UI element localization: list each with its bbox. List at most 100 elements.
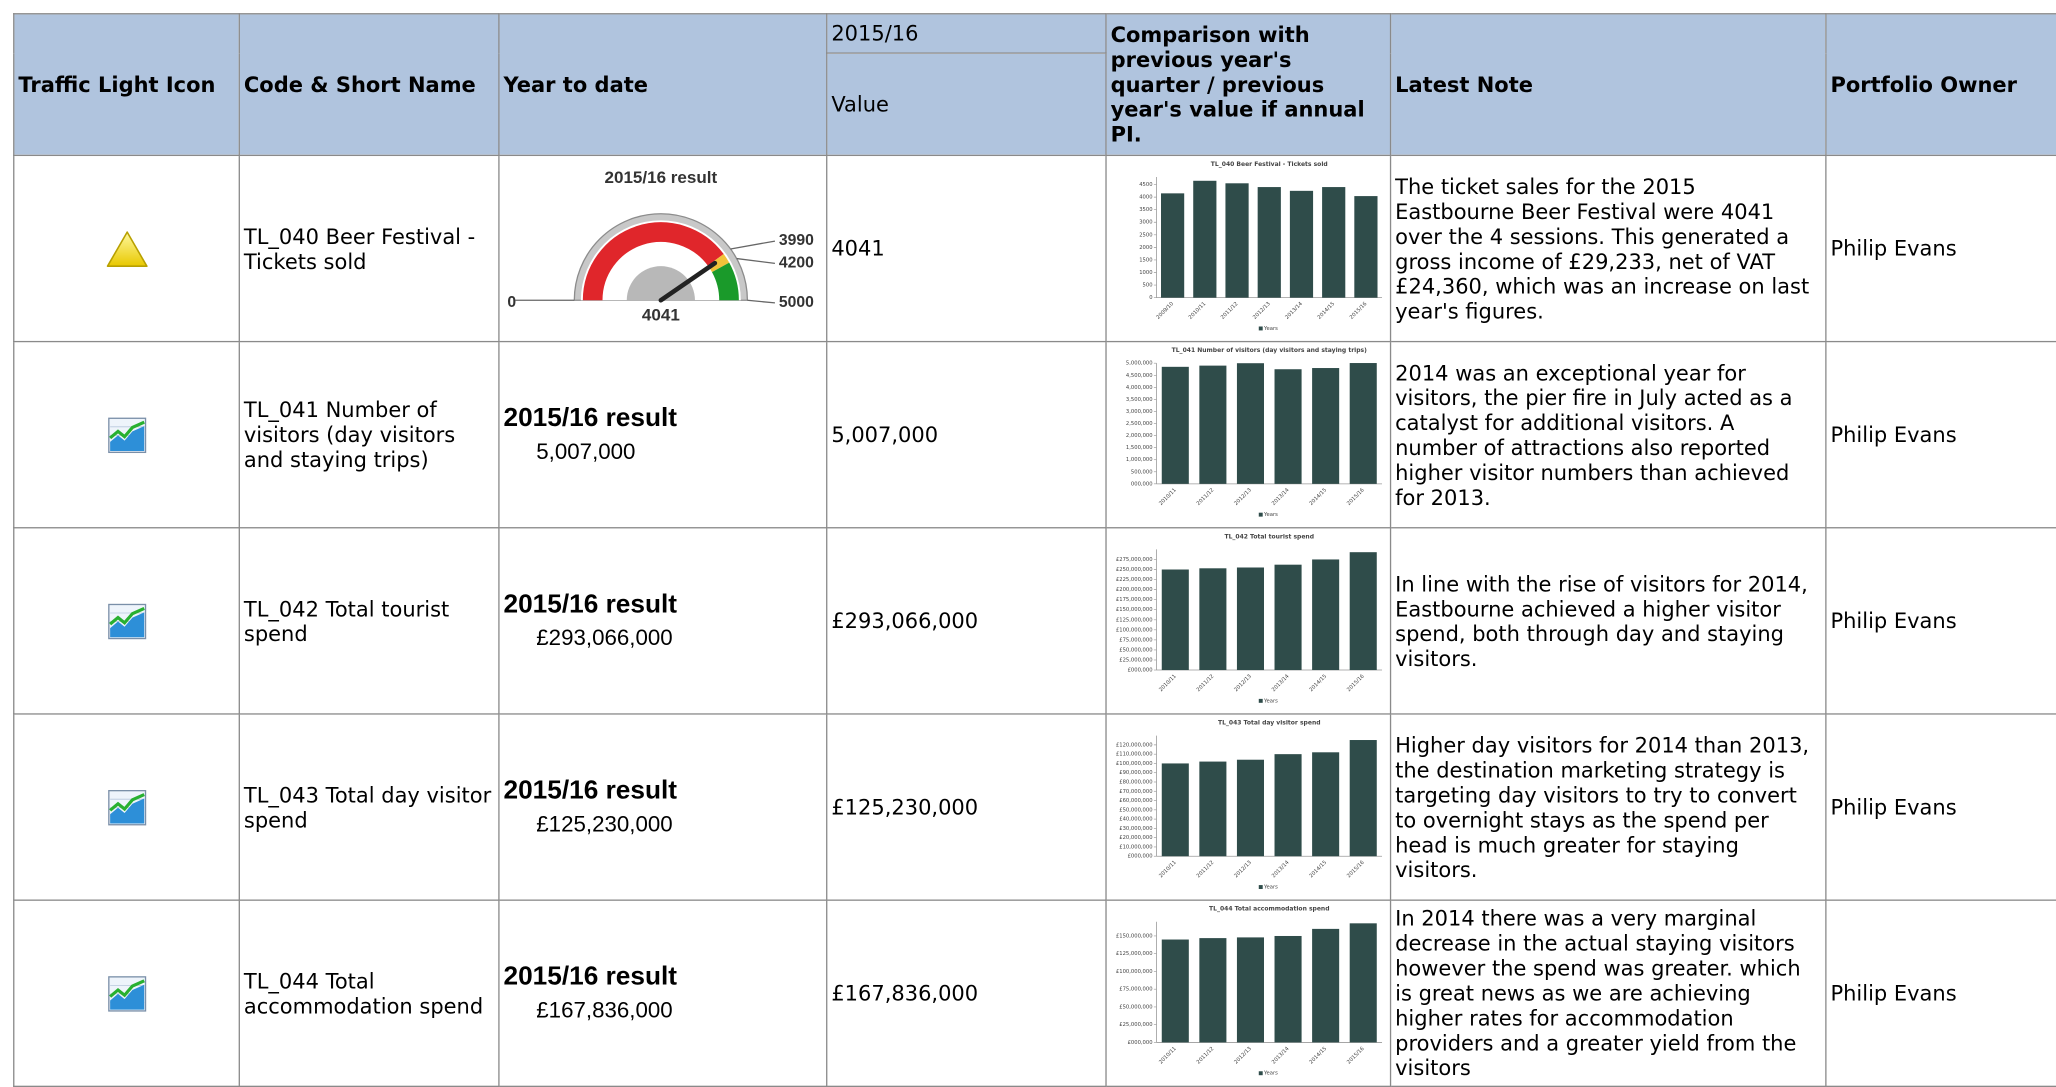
mini-chart: TL_043 Total day visitor spend £000,000 £1…	[1116, 719, 1383, 891]
ytd-cell: 2015/16 result £167,836,000	[498, 899, 828, 1087]
y-tick-label: £100,000,000	[1116, 761, 1153, 767]
y-tick-label: 2,000,000	[1126, 433, 1153, 439]
header: Comparison with previous year's quarter …	[1105, 13, 1392, 157]
x-tick-label: 2015/16	[1346, 860, 1366, 880]
row: TL_040 Beer Festival - Tickets sold 2015…	[13, 154, 2056, 343]
y-tick-label: £120,000,000	[1116, 742, 1153, 748]
icon-line	[108, 420, 145, 439]
owner: Philip Evans	[1825, 340, 2056, 529]
x-tick-label: 2014/15	[1317, 301, 1337, 321]
mini-chart: TL_042 Total tourist spend £000,000 £25,00…	[1116, 533, 1383, 704]
chart-cell: TL_040 Beer Festival - Tickets sold 0 500 1…	[1105, 154, 1392, 343]
gauge-band	[582, 222, 724, 301]
y-tick-label: £000,000	[1128, 854, 1153, 860]
y-tick-label: £90,000,000	[1119, 770, 1152, 776]
gauge-hub	[626, 266, 695, 301]
x-tick-label: 2015/16	[1346, 1046, 1366, 1066]
y-tick-label: 3000	[1139, 220, 1152, 226]
gauge-title: 2015/16 result	[605, 168, 718, 187]
note: 2014 was an exceptional year for visitor…	[1389, 340, 1827, 529]
y-tick-label: 4000	[1139, 195, 1152, 201]
y-tick-label: £175,000,000	[1116, 597, 1153, 603]
gauge-tick-label: 4200	[779, 255, 814, 272]
chart-title: TL_043 Total day visitor spend	[1218, 719, 1321, 726]
ytd-value: £293,066,000	[536, 625, 673, 651]
y-tick-label: £20,000,000	[1119, 835, 1152, 841]
y-tick-label: £100,000,000	[1116, 627, 1153, 633]
trend-icon	[107, 789, 146, 825]
owner: Philip Evans	[1825, 154, 2056, 343]
bar	[1236, 567, 1264, 671]
y-tick-label: 4500	[1139, 182, 1152, 188]
legend-label: Years	[1263, 698, 1278, 704]
header-row: Value	[14, 52, 2056, 157]
note: In line with the rise of visitors for 20…	[1389, 527, 1827, 715]
gauge-tick	[736, 257, 776, 265]
bar	[1199, 761, 1227, 857]
x-tick-label: 2009/10	[1155, 301, 1175, 321]
bar	[1349, 740, 1377, 857]
bar	[1257, 187, 1281, 298]
y-tick-label: 000,000	[1131, 481, 1153, 487]
y-tick-label: £25,000,000	[1119, 657, 1152, 663]
y-tick-label: £80,000,000	[1119, 779, 1152, 785]
x-tick-label: 2010/11	[1158, 674, 1178, 694]
bar	[1274, 754, 1302, 857]
icon-cell	[13, 340, 240, 529]
x-tick-label: 2013/14	[1271, 1045, 1291, 1065]
ytd-title: 2015/16 result	[503, 403, 678, 433]
icon-area	[109, 611, 144, 637]
gauge-tick-label: 0	[507, 294, 516, 311]
bar	[1161, 569, 1189, 671]
y-tick-label: £150,000,000	[1116, 933, 1153, 939]
gauge-tick	[730, 240, 776, 250]
ytd-title: 2015/16 result	[503, 590, 678, 619]
mini-chart: TL_040 Beer Festival - Tickets sold 0 500 1…	[1139, 161, 1383, 332]
x-tick-label: 2015/16	[1349, 301, 1369, 321]
y-tick-label: £30,000,000	[1119, 826, 1152, 832]
icon-cell	[13, 154, 240, 343]
chart-cell: TL_044 Total accommodation spend £000,000…	[1105, 899, 1392, 1087]
x-tick-label: 2011/12	[1196, 487, 1216, 507]
header: Portfolio Owner	[1825, 13, 2056, 157]
y-tick-label: £100,000,000	[1116, 969, 1153, 975]
legend-label: Years	[1263, 512, 1278, 518]
bar	[1349, 552, 1377, 671]
bar	[1161, 763, 1189, 857]
y-tick-label: £275,000,000	[1116, 557, 1153, 563]
y-tick-label: £000,000	[1128, 1040, 1153, 1046]
x-tick-label: 2014/15	[1308, 860, 1328, 880]
x-tick-label: 2012/13	[1233, 674, 1253, 694]
chart-title: TL_041 Number of visitors (day visitors …	[1172, 347, 1367, 354]
icon-line	[108, 792, 145, 811]
row: TL_042 Total tourist spend 2015/16 resul…	[13, 527, 2056, 715]
ytd-cell: 2015/16 result £125,230,000	[498, 713, 828, 901]
value: £167,836,000	[826, 899, 1107, 1087]
header: 2015/16	[826, 13, 1107, 54]
gauge-band	[711, 262, 739, 301]
y-tick-label: £40,000,000	[1119, 817, 1152, 823]
value: £125,230,000	[826, 713, 1107, 901]
bar	[1274, 564, 1302, 671]
y-tick-label: 4,500,000	[1126, 373, 1153, 379]
gauge-tick-label: 5000	[779, 294, 814, 311]
x-tick-label: 2011/12	[1220, 301, 1240, 321]
bar	[1236, 759, 1264, 857]
bar	[1161, 939, 1189, 1043]
y-tick-label: 2,500,000	[1126, 421, 1153, 427]
y-tick-label: 3,500,000	[1126, 397, 1153, 403]
chart-title: TL_040 Beer Festival - Tickets sold	[1211, 161, 1328, 168]
chart-title: TL_044 Total accommodation spend	[1209, 906, 1329, 913]
x-tick-label: 2012/13	[1252, 301, 1272, 321]
y-tick-label: 500	[1143, 283, 1153, 289]
legend-swatch	[1258, 326, 1263, 331]
y-tick-label: 1500	[1139, 257, 1152, 263]
y-tick-label: £000,000	[1128, 668, 1153, 674]
header: Latest Note	[1389, 13, 1827, 157]
icon-area	[109, 425, 144, 451]
x-tick-label: 2010/11	[1188, 301, 1208, 321]
y-tick-label: 0	[1149, 295, 1152, 301]
ytd-cell: 2015/16 result £293,066,000	[498, 527, 828, 715]
bar	[1354, 196, 1378, 298]
